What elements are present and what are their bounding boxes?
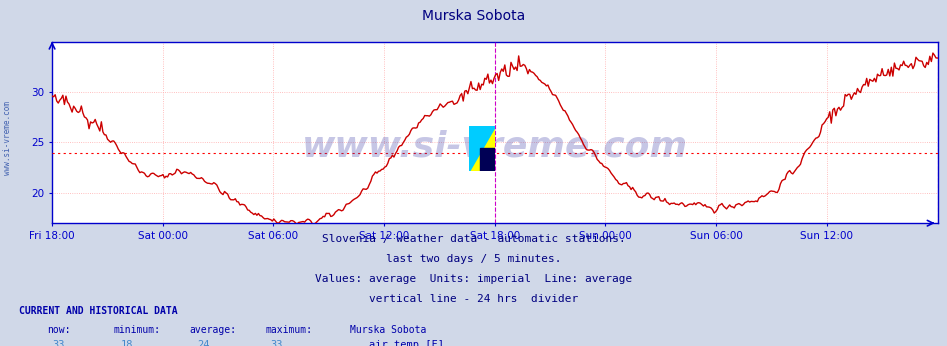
Text: www.si-vreme.com: www.si-vreme.com: [3, 101, 12, 175]
Text: Murska Sobota: Murska Sobota: [350, 325, 427, 335]
Text: maximum:: maximum:: [265, 325, 313, 335]
Bar: [480, 148, 495, 171]
Text: 24: 24: [197, 340, 209, 346]
Text: 33: 33: [270, 340, 282, 346]
Polygon shape: [469, 126, 495, 171]
Text: 33: 33: [52, 340, 64, 346]
Text: CURRENT AND HISTORICAL DATA: CURRENT AND HISTORICAL DATA: [19, 306, 178, 316]
Polygon shape: [469, 126, 495, 171]
Text: Slovenia / weather data - automatic stations.: Slovenia / weather data - automatic stat…: [322, 234, 625, 244]
Text: vertical line - 24 hrs  divider: vertical line - 24 hrs divider: [369, 294, 578, 304]
Text: minimum:: minimum:: [114, 325, 161, 335]
Text: last two days / 5 minutes.: last two days / 5 minutes.: [385, 254, 562, 264]
Text: Values: average  Units: imperial  Line: average: Values: average Units: imperial Line: av…: [314, 274, 633, 284]
Text: www.si-vreme.com: www.si-vreme.com: [302, 130, 688, 164]
Text: air temp.[F]: air temp.[F]: [369, 340, 444, 346]
Text: now:: now:: [47, 325, 71, 335]
Text: average:: average:: [189, 325, 237, 335]
Text: Murska Sobota: Murska Sobota: [421, 9, 526, 22]
Text: 18: 18: [121, 340, 134, 346]
